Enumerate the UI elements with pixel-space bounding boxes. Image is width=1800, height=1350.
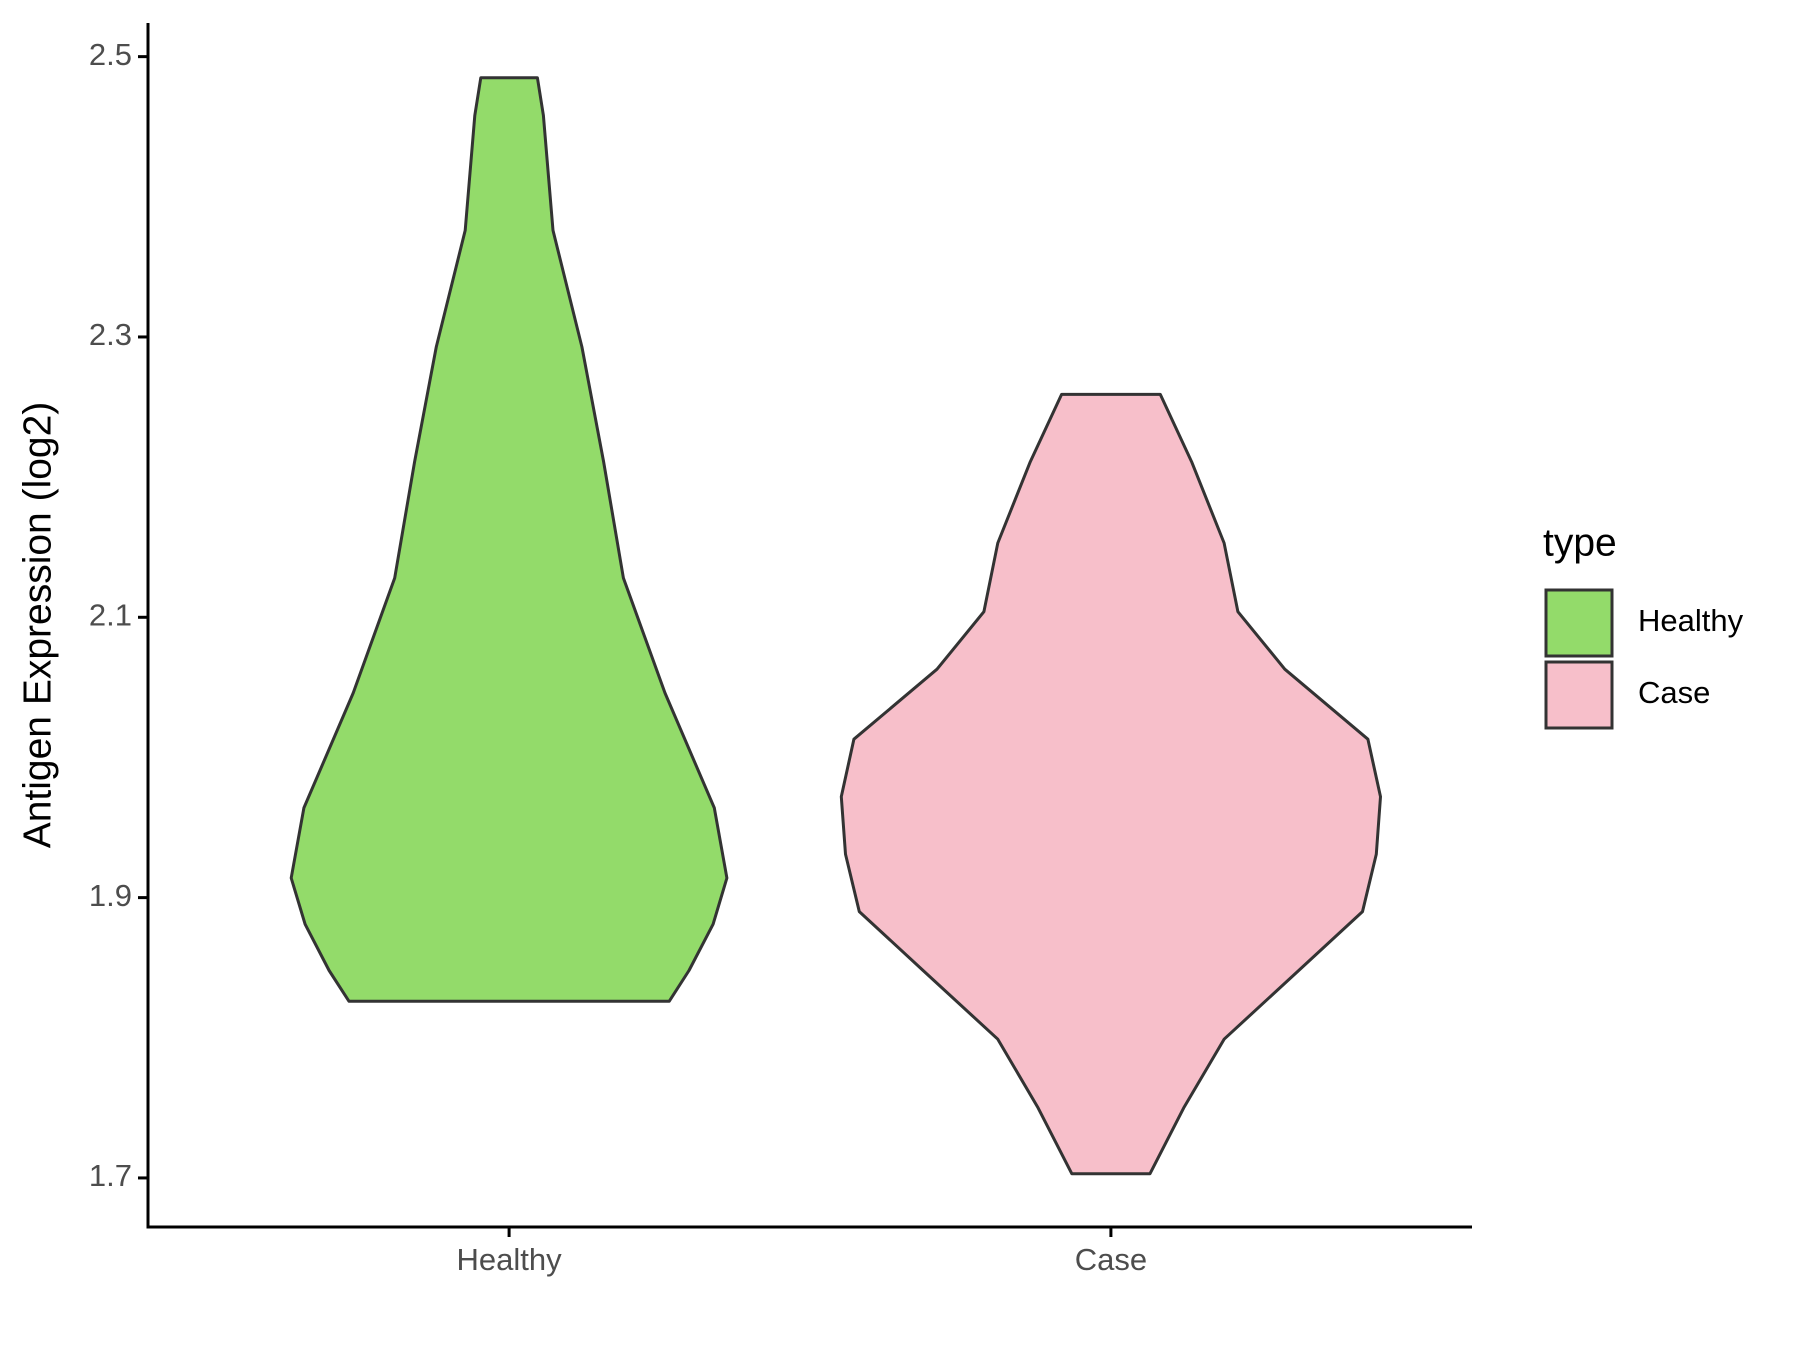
legend-key [1544, 660, 1614, 730]
x-tick-label: Healthy [457, 1242, 563, 1277]
y-tick-label: 2.5 [89, 37, 132, 72]
y-axis-title: Antigen Expression (log2) [16, 402, 59, 849]
y-tick-label: 1.9 [89, 878, 132, 913]
violin [289, 76, 729, 1003]
legend-title: type [1543, 521, 1617, 564]
legend-key [1544, 588, 1614, 658]
legend-label: Healthy [1638, 603, 1744, 638]
violin [839, 392, 1382, 1176]
y-tick-label: 2.1 [89, 597, 132, 632]
legend-label: Case [1638, 675, 1710, 710]
y-tick-label: 1.7 [89, 1158, 132, 1193]
x-tick-label: Case [1075, 1242, 1147, 1277]
y-tick-label: 2.3 [89, 317, 132, 352]
